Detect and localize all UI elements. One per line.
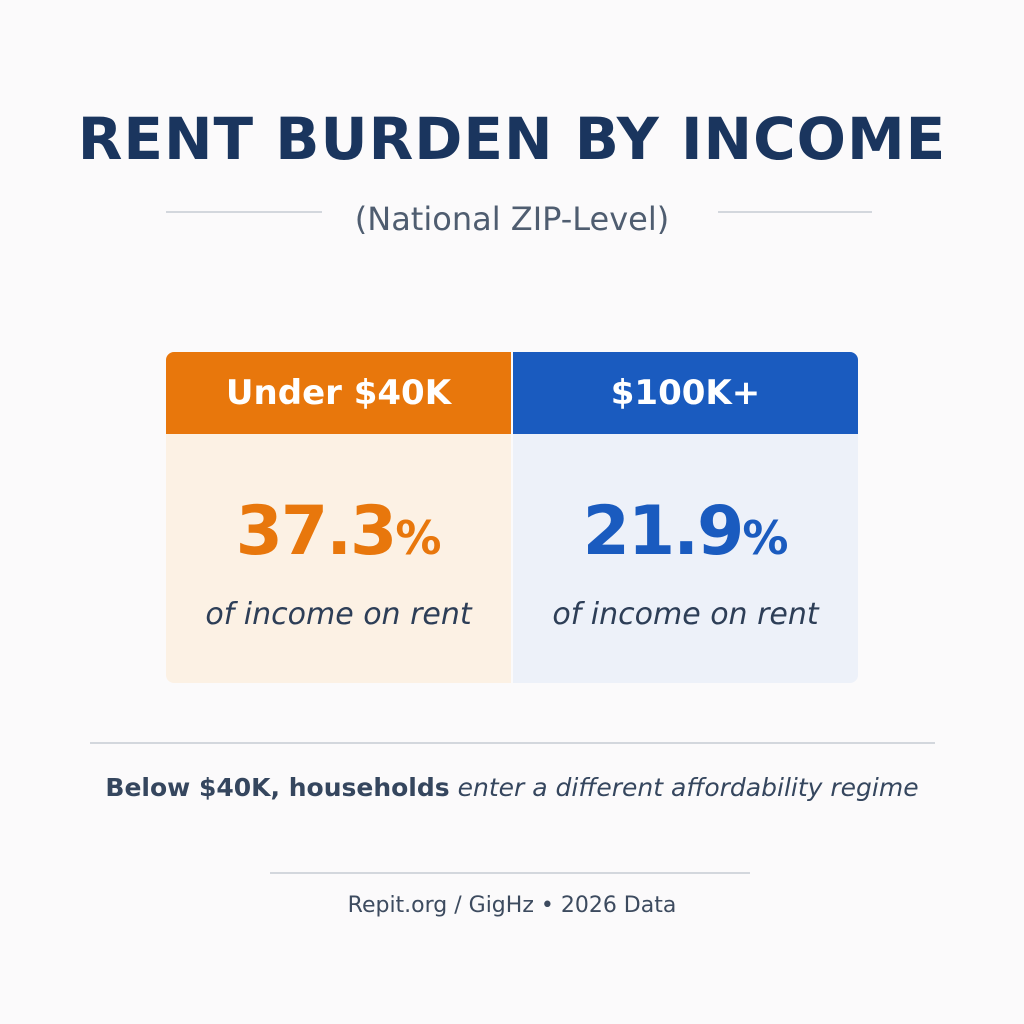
card-value: 21.9% [513, 492, 858, 571]
card-header: $100K+ [513, 352, 858, 434]
value: 21.9 [582, 492, 745, 571]
card-header: Under $40K [166, 352, 511, 434]
divider [270, 872, 750, 874]
rule [166, 211, 322, 213]
card-caption: of income on rent [205, 597, 472, 632]
subtitle: (National ZIP-Level) [354, 200, 670, 238]
card: Under $40K 37.3% of income on rent [166, 352, 511, 683]
note: Below $40K, households enter a different… [0, 773, 1024, 802]
card: $100K+ 21.9% of income on rent [513, 352, 858, 683]
card-caption: of income on rent [552, 597, 819, 632]
unit: % [742, 511, 789, 565]
note-bold: Below $40K, households [105, 773, 450, 802]
rule [718, 211, 872, 213]
card-value: 37.3% [166, 492, 511, 571]
unit: % [395, 511, 442, 565]
divider [90, 742, 935, 744]
card-label: Under $40K [225, 373, 452, 413]
card-label: $100K+ [610, 373, 761, 413]
source: Repit.org / GigHz • 2026 Data [347, 893, 677, 918]
value: 37.3 [235, 492, 398, 571]
note-italic: enter a different affordability regime [457, 773, 919, 802]
title: RENT BURDEN BY INCOME [77, 105, 947, 173]
